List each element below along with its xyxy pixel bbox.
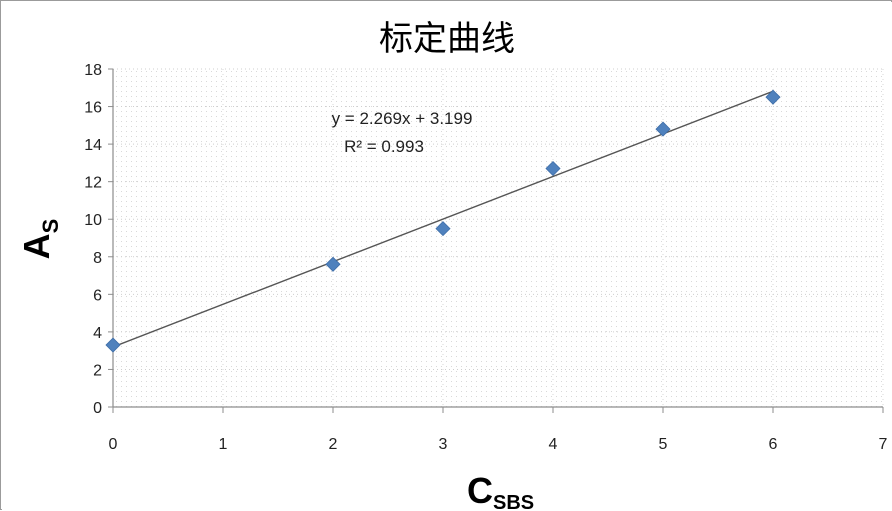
- y-tick-label-6: 12: [84, 175, 102, 192]
- y-tick-label-2: 4: [93, 325, 102, 342]
- x-axis-label-sub: SBS: [493, 492, 534, 511]
- data-point-0-0: [105, 337, 121, 353]
- x-tick-label-7: 7: [879, 436, 888, 453]
- x-tick-label-5: 5: [659, 436, 668, 453]
- y-tick-label-7: 14: [84, 137, 102, 154]
- chart-title: 标定曲线: [379, 19, 515, 59]
- y-tick-label-1: 2: [93, 362, 102, 379]
- y-tick-label-4: 8: [93, 250, 102, 267]
- svg-text:AS: AS: [16, 219, 63, 260]
- data-point-0-3: [545, 160, 561, 177]
- y-tick-label-3: 6: [93, 287, 102, 304]
- x-tick-label-4: 4: [549, 436, 558, 453]
- plot-area: [113, 69, 883, 407]
- r-squared-label: R² = 0.993: [344, 137, 424, 156]
- svg-text:CSBS: CSBS: [467, 470, 534, 511]
- y-tick-label-5: 10: [84, 212, 102, 229]
- grid-layer: [113, 68, 884, 407]
- x-tick-label-6: 6: [769, 436, 778, 453]
- x-tick-label-1: 1: [219, 436, 228, 453]
- y-tick-label-8: 16: [84, 100, 102, 117]
- y-tick-label-0: 0: [93, 400, 102, 417]
- x-axis-label: CSBS: [467, 470, 534, 511]
- x-axis-label-main: C: [467, 470, 493, 511]
- ticks-layer: [108, 68, 884, 413]
- data-point-0-5: [765, 89, 781, 105]
- y-axis-label-main: A: [16, 233, 57, 259]
- y-axis-label-sub: S: [38, 219, 63, 234]
- points-layer: [105, 89, 781, 353]
- data-point-0-4: [655, 121, 671, 137]
- y-tick-label-9: 18: [84, 62, 102, 79]
- x-tick-label-3: 3: [439, 436, 448, 453]
- x-tick-label-2: 2: [329, 436, 338, 453]
- data-point-0-1: [325, 256, 341, 272]
- trendline-equation: y = 2.269x + 3.199: [332, 109, 473, 128]
- y-axis-label: AS: [16, 219, 63, 260]
- x-tick-label-0: 0: [109, 436, 118, 453]
- data-point-0-2: [435, 221, 451, 237]
